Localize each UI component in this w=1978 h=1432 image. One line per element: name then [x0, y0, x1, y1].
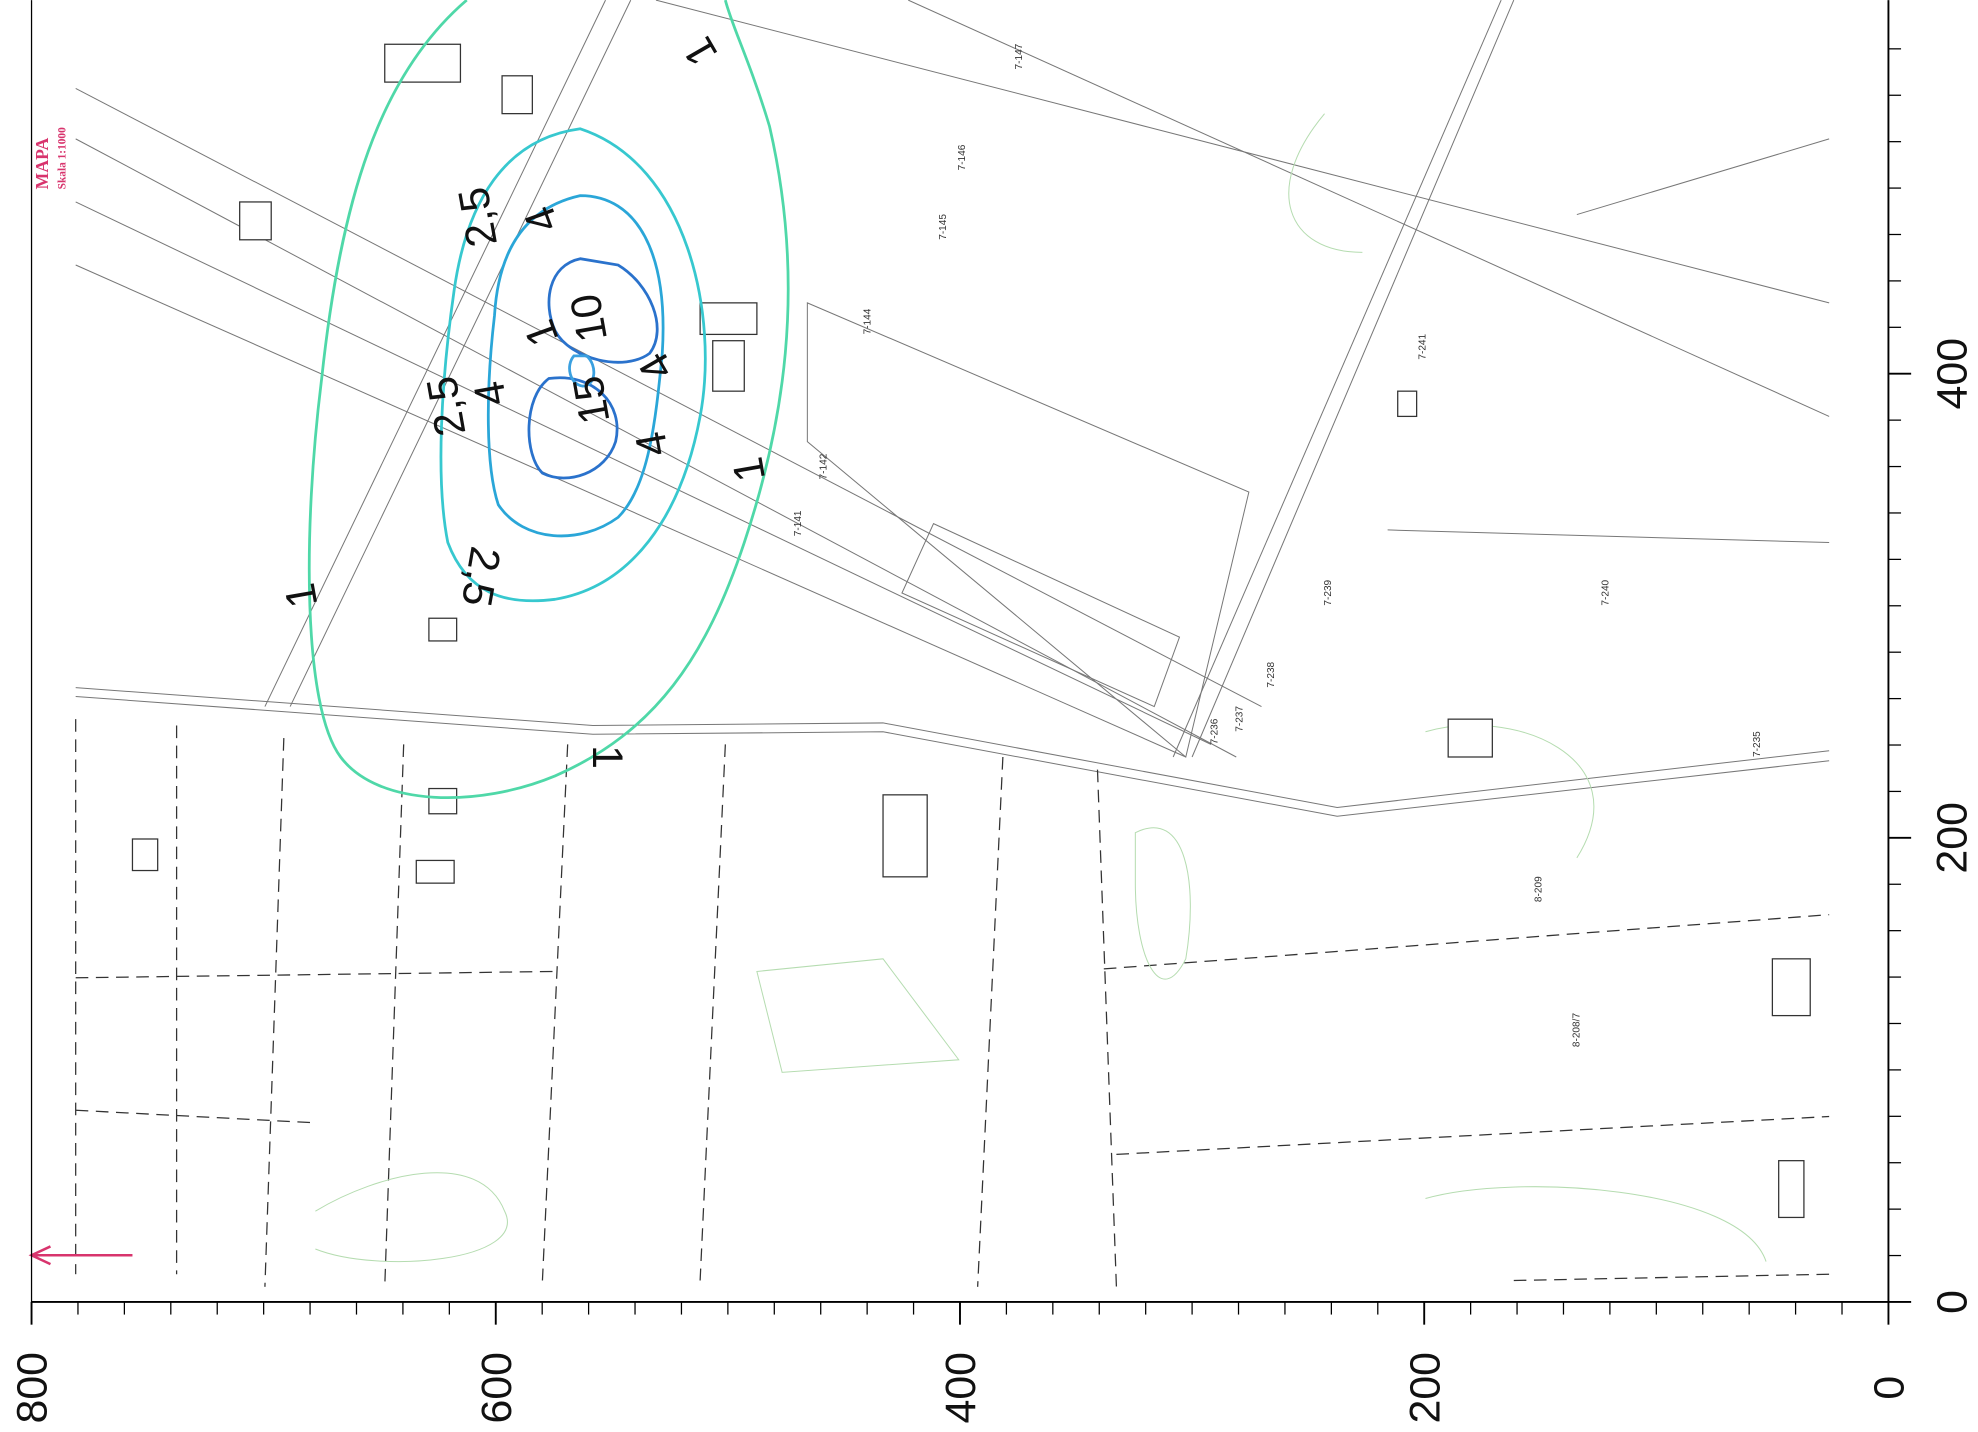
- contour-label: 4: [465, 378, 516, 410]
- contour-line: [568, 354, 596, 388]
- contour-label: 2,5: [418, 373, 476, 440]
- contour-label: 1: [724, 453, 775, 485]
- x-tick-label: 400: [937, 1352, 985, 1424]
- contour-label: 4: [630, 344, 683, 389]
- parcel-label: 8-208/7: [1571, 1013, 1582, 1048]
- contour-label: 1: [674, 29, 727, 74]
- contour-line: [547, 257, 659, 364]
- x-tick-label: 800: [9, 1352, 57, 1424]
- cadastral-lines: [28, 0, 1830, 1287]
- parcel-label: 7-239: [1323, 579, 1334, 605]
- parcel-label: 7-236: [1209, 718, 1220, 744]
- contour-label: 1: [583, 745, 631, 769]
- contour-line: [307, 0, 790, 800]
- parcel-label: 7-142: [818, 453, 829, 479]
- contour-line: [486, 194, 665, 538]
- parcel-label: 7-235: [1752, 731, 1763, 757]
- parcel-label: 7-145: [938, 214, 949, 240]
- contour-label: 2,5: [452, 543, 510, 610]
- y-tick-label: 200: [1929, 802, 1977, 874]
- contour-label: 2,5: [449, 183, 507, 250]
- parcel-label: 7-146: [957, 144, 968, 170]
- contour-label: 4: [515, 200, 568, 239]
- contour-label: 10: [561, 290, 617, 345]
- map-title: MAPA: [32, 137, 52, 189]
- contours: [307, 0, 790, 800]
- parcel-label: 8-209: [1534, 876, 1545, 902]
- contour-label: 1: [276, 580, 327, 612]
- contour-line: [527, 376, 619, 480]
- map-scale: Skala 1:1000: [57, 127, 69, 189]
- parcel-label: 7-237: [1235, 706, 1246, 732]
- y-tick-label: 400: [1929, 338, 1977, 410]
- x-tick-label: 0: [1866, 1376, 1914, 1400]
- parcel-label: 7-147: [1014, 43, 1025, 69]
- parcel-label: 7-240: [1600, 579, 1611, 605]
- parcel-label: 7-238: [1266, 661, 1277, 687]
- x-tick-label: 600: [473, 1352, 521, 1424]
- contour-line: [439, 127, 707, 603]
- parcel-label: 7-241: [1417, 333, 1428, 359]
- parcel-label: 7-141: [793, 510, 804, 536]
- x-tick-label: 200: [1401, 1352, 1449, 1424]
- contour-label: 1: [515, 313, 568, 352]
- parcel-label: 7-144: [862, 308, 873, 334]
- y-tick-label: 0: [1929, 1290, 1977, 1314]
- contour-label: 15: [564, 372, 620, 427]
- axes-frame: [30, 0, 1890, 1303]
